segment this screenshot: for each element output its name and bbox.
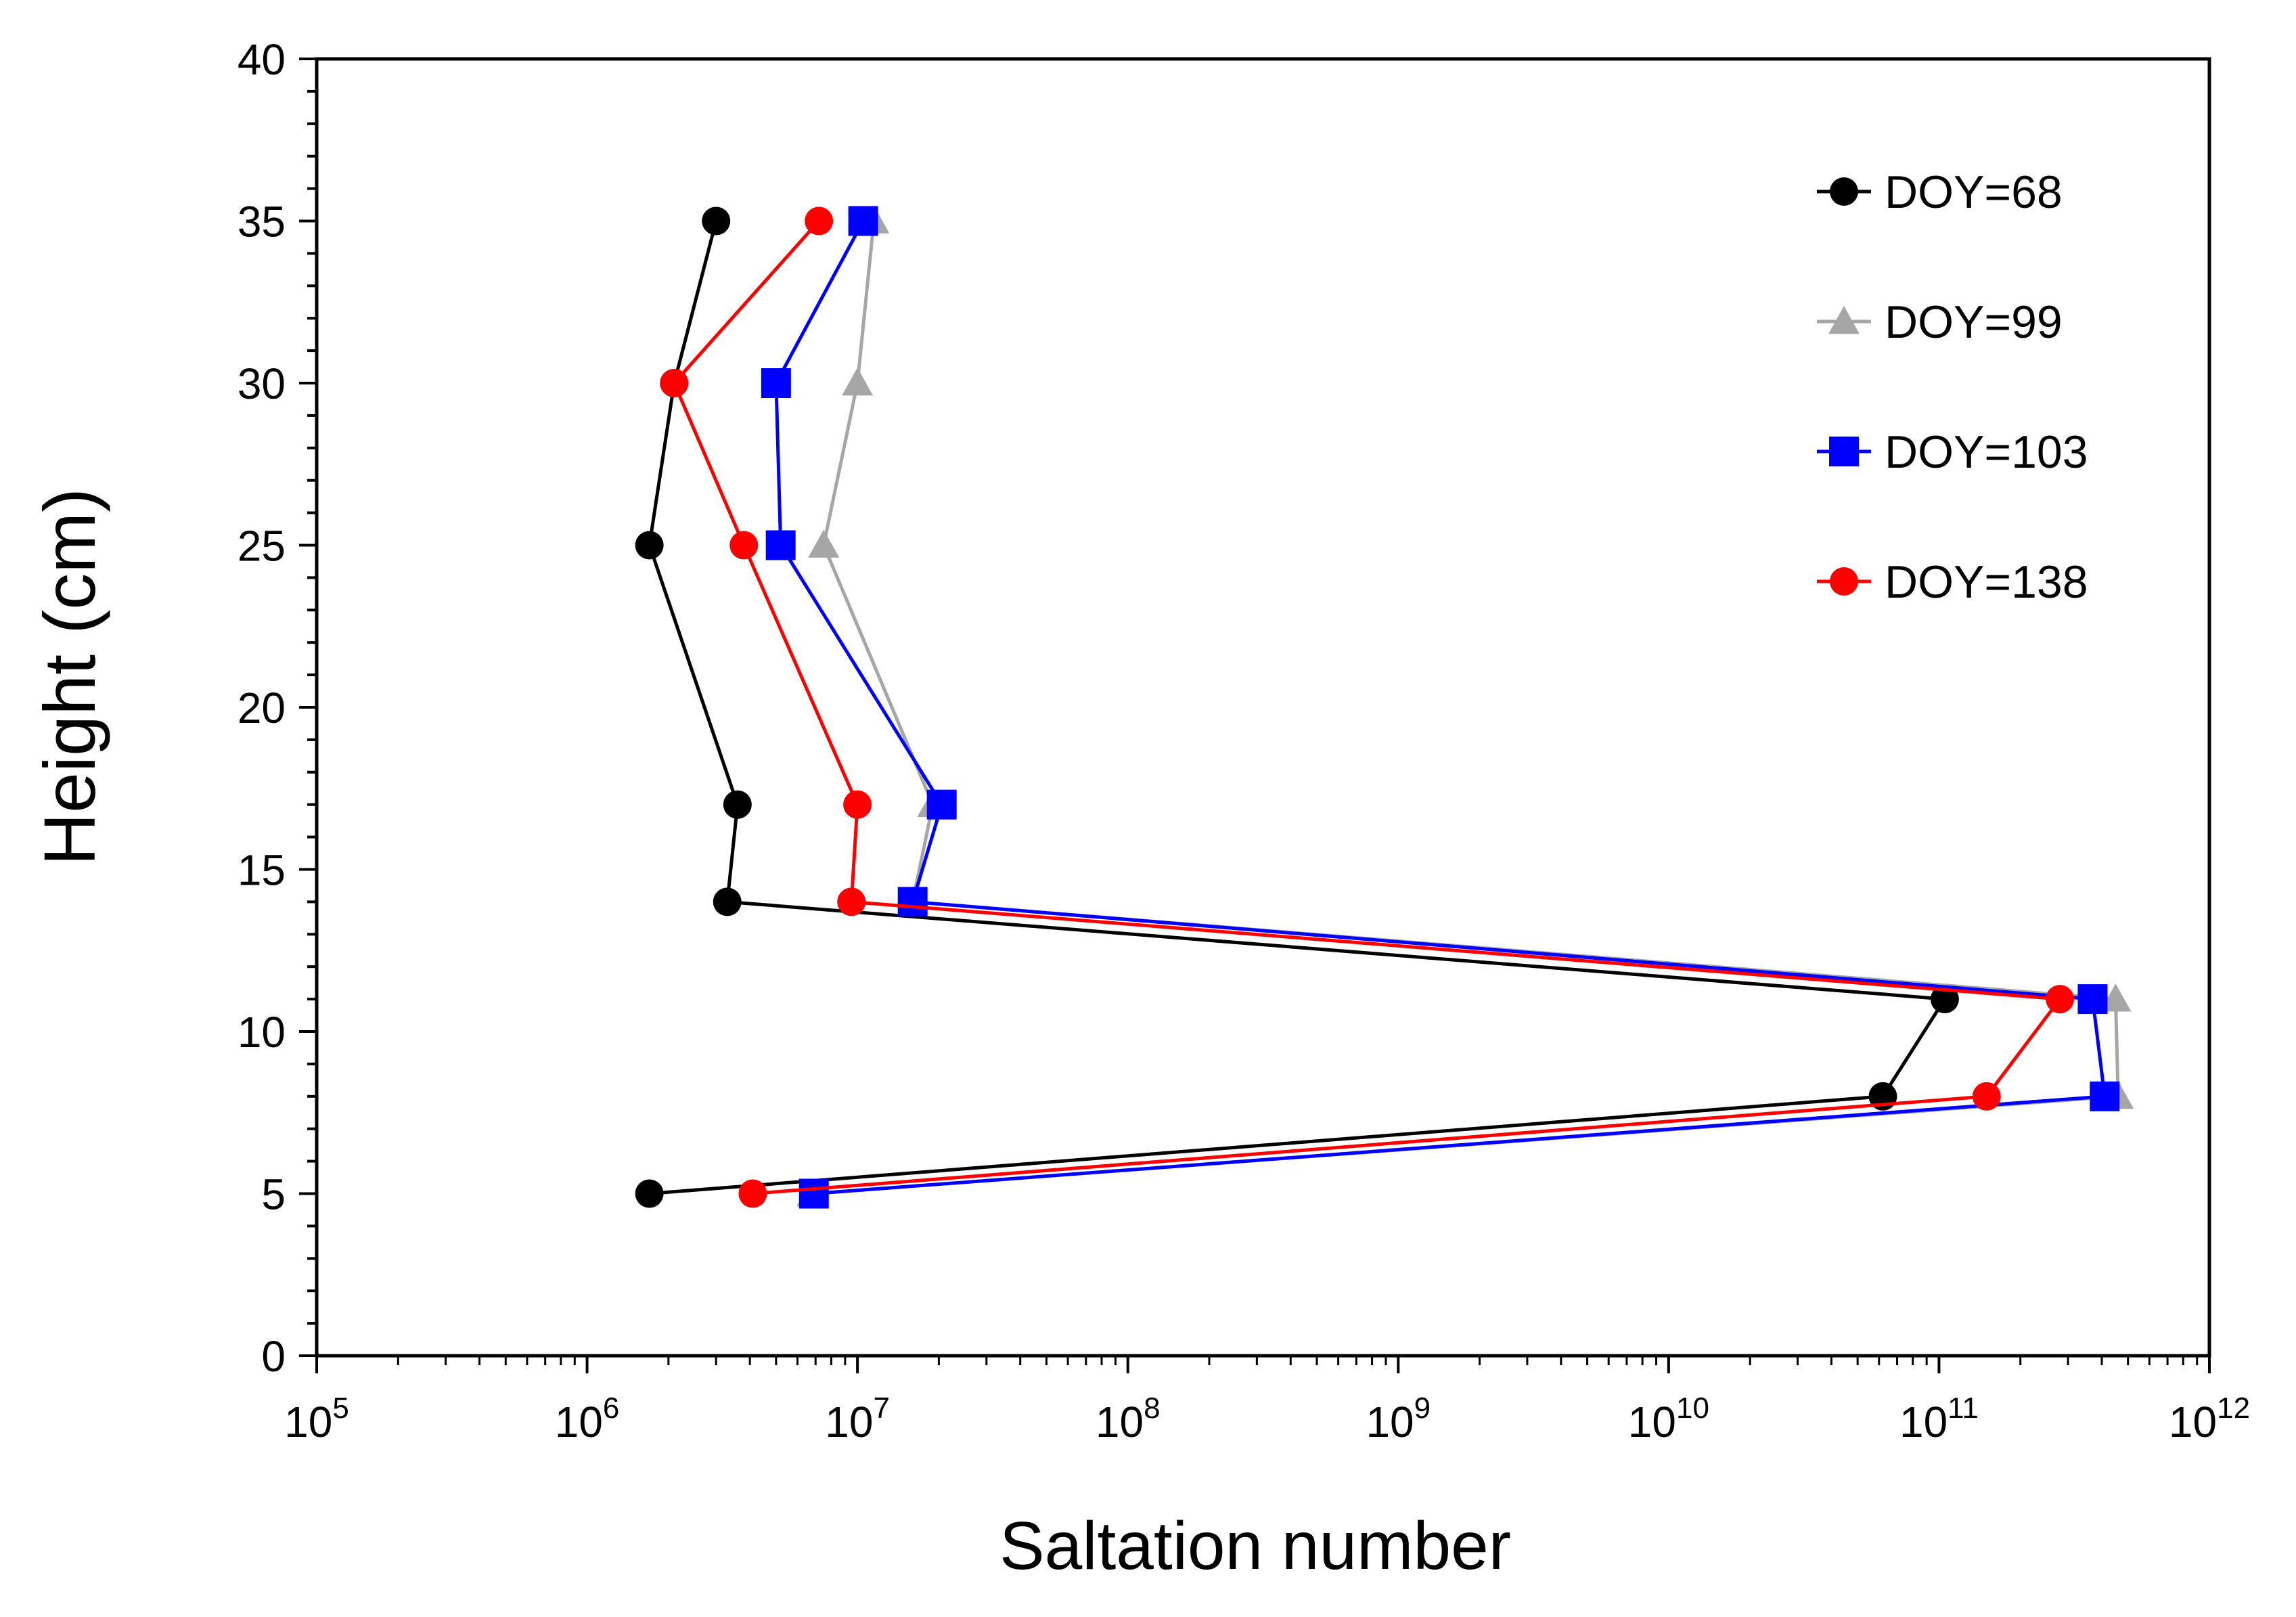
series-line <box>774 220 2107 1195</box>
data-point <box>660 369 689 397</box>
data-point <box>713 887 742 916</box>
y-tick-label: 5 <box>261 1170 286 1219</box>
x-tick-label: 109 <box>1366 1392 1431 1446</box>
series-layer <box>635 205 2134 1209</box>
y-tick-label: 30 <box>238 359 286 408</box>
x-tick-label: 1011 <box>1899 1392 1979 1446</box>
data-point <box>723 790 752 819</box>
y-axis-title: Height (cm) <box>28 488 110 866</box>
legend-label: DOY=68 <box>1885 167 2063 218</box>
legend-marker <box>1828 306 1860 334</box>
data-point <box>842 368 874 396</box>
legend: DOY=68 DOY=99 DOY=103 DOY=138 <box>1817 167 2088 608</box>
data-point <box>805 206 834 236</box>
data-point <box>702 206 731 236</box>
x-tick-label: 1012 <box>2169 1392 2250 1446</box>
series-line <box>812 221 2120 1195</box>
data-point <box>848 206 878 236</box>
y-tick-label: 25 <box>238 522 286 571</box>
data-point <box>635 1179 664 1208</box>
data-point <box>2100 983 2132 1012</box>
data-point <box>897 887 928 917</box>
axes: 0 5 10 15 20 25 30 35 40 105 106 107 108 109 1010 1011 1… <box>238 35 2250 1446</box>
legend-marker <box>1829 437 1859 466</box>
y-tick-label: 20 <box>238 684 286 732</box>
data-point <box>765 530 796 560</box>
x-axis-title: Saltation number <box>999 1508 1511 1584</box>
x-tick-label: 106 <box>555 1392 620 1446</box>
legend-label: DOY=103 <box>1885 426 2088 478</box>
series-line <box>672 219 2062 1195</box>
y-tick-label: 35 <box>238 198 286 246</box>
y-tick-label: 40 <box>238 35 286 84</box>
data-point <box>837 887 866 916</box>
data-point <box>2046 985 2075 1014</box>
data-point <box>2077 984 2108 1015</box>
x-tick-label: 105 <box>284 1392 349 1446</box>
legend-marker <box>1830 177 1858 206</box>
x-tick-label: 108 <box>1096 1392 1161 1446</box>
legend-label: DOY=99 <box>1885 296 2063 348</box>
data-point <box>635 531 664 560</box>
y-tick-label: 15 <box>238 846 286 895</box>
data-point <box>738 1179 767 1208</box>
data-point <box>926 789 957 820</box>
series-group <box>761 206 2120 1209</box>
data-point <box>729 531 759 560</box>
data-point <box>798 1178 829 1209</box>
series-line <box>648 220 1947 1195</box>
legend-label: DOY=138 <box>1885 556 2088 608</box>
data-point <box>1972 1082 2001 1111</box>
y-tick-label: 10 <box>238 1008 286 1057</box>
series-group <box>660 206 2075 1208</box>
x-tick-label: 107 <box>825 1392 890 1446</box>
data-point <box>808 529 840 558</box>
x-tick-label: 1010 <box>1628 1392 1709 1446</box>
data-point <box>843 790 872 819</box>
y-tick-label: 0 <box>261 1332 286 1381</box>
data-point <box>2090 1081 2120 1111</box>
legend-marker <box>1830 567 1858 596</box>
data-point <box>761 368 791 398</box>
